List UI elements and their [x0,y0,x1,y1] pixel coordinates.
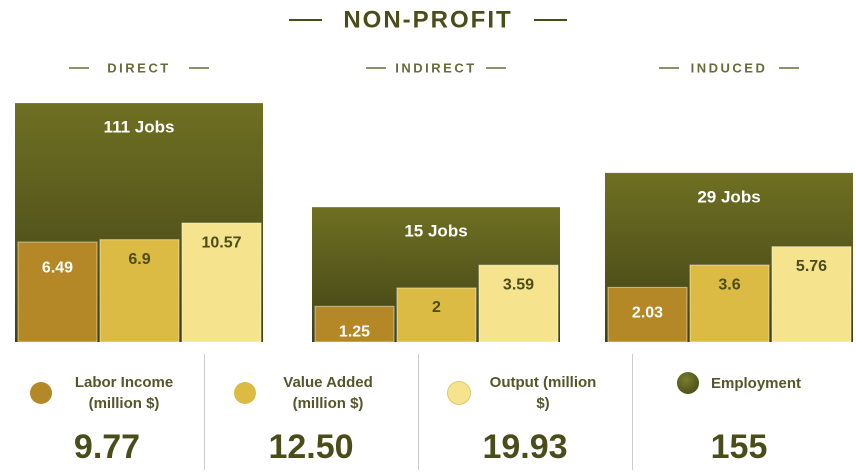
legend-swatch [30,382,52,404]
legend-item: Value Added (million $) 12.50 [204,350,418,476]
chart-title: NON-PROFIT [343,6,512,33]
bar [689,264,770,343]
legend-total: 155 [710,428,768,466]
legend-total: 12.50 [268,428,354,466]
legend-item: Output (million $) 19.93 [418,350,632,476]
bar [771,246,852,343]
value-label: 2 [432,299,441,316]
bar [396,287,477,343]
legend-name: Employment [710,374,801,392]
value-label: 10.57 [201,234,241,251]
legend-item: Employment 155 [632,350,846,476]
value-label: 1.25 [339,324,370,341]
employment-label: 111 Jobs [104,118,175,137]
employment-label: 15 Jobs [404,222,467,241]
chart: NON-PROFIT DIRECT 111 Jobs 6.49 6.9 10.57 IND… [15,6,853,343]
separator [418,354,419,470]
group-label: INDUCED [691,60,768,75]
bar [17,241,98,343]
value-label: 6.9 [128,251,150,268]
legend-head: Value Added (million $) [204,372,418,414]
bar [181,222,262,343]
group-label: INDIRECT [395,60,476,75]
bar [99,239,180,343]
legend-name: Labor Income (million $) [74,374,174,412]
legend-head: Output (million $) [418,372,632,414]
legend-head: Labor Income (million $) [0,372,214,414]
legend-total: 9.77 [73,428,141,466]
value-label: 3.59 [503,276,534,293]
separator [204,354,205,470]
legend-name: Output (million $) [489,374,597,412]
bar [607,286,688,343]
employment-label: 29 Jobs [697,187,760,206]
legend-swatch [234,382,256,404]
legend-swatch [676,372,699,394]
value-label: 2.03 [632,305,663,322]
legend-name: Value Added (million $) [283,374,373,412]
legend-head: Employment [632,372,846,394]
group-label: DIRECT [107,60,170,75]
separator [632,354,633,470]
legend-item: Labor Income (million $) 9.77 [0,350,214,476]
bar [478,264,559,343]
value-label: 6.49 [42,259,73,276]
bar [314,305,395,343]
legend-total: 19.93 [482,428,568,466]
value-label: 5.76 [796,258,827,275]
legend-swatch [447,381,471,405]
value-label: 3.6 [718,276,740,293]
